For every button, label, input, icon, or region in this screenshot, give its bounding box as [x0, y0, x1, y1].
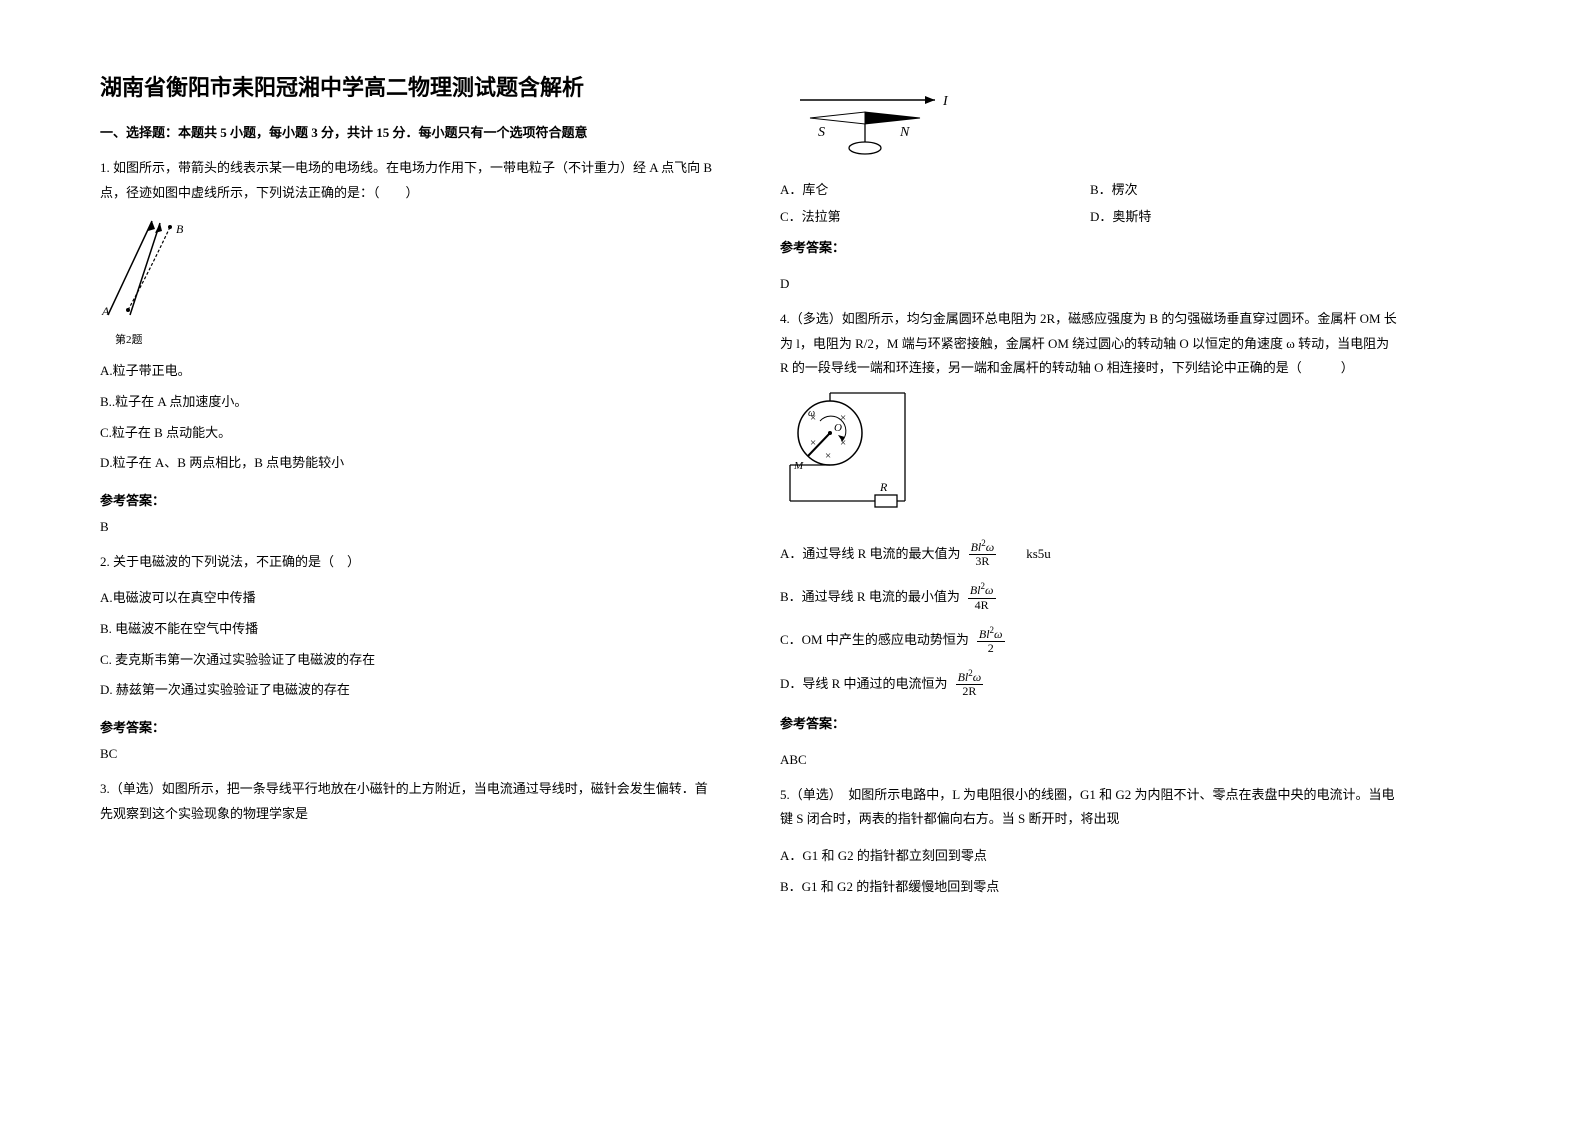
right-column: I S N A．库仑 B．楞次 C．法拉第 D．奥斯特 参考答案： D 4.（多… [780, 70, 1400, 903]
q1-opt-c: C.粒子在 B 点动能大。 [100, 419, 720, 448]
q4-opt-d: D．导线 R 中通过的电流恒为 Bl2ω 2R [780, 669, 1400, 698]
svg-text:O: O [834, 422, 842, 434]
q4c-fraction: Bl2ω 2 [977, 626, 1005, 655]
q4-opt-a: A．通过导线 R 电流的最大值为 Bl2ω 3R ks5u [780, 539, 1400, 568]
q4b-fraction: Bl2ω 4R [968, 582, 996, 611]
q4-text: 4.（多选）如图所示，均匀金属圆环总电阻为 2R，磁感应强度为 B 的匀强磁场垂… [780, 307, 1400, 381]
q2-text: 2. 关于电磁波的下列说法，不正确的是（ ） [100, 550, 720, 575]
q4-answer-label: 参考答案： [780, 713, 1400, 732]
q3-text: 3.（单选）如图所示，把一条导线平行地放在小磁针的上方附近，当电流通过导线时，磁… [100, 777, 720, 826]
q1-answer: B [100, 519, 720, 535]
q3-opt-b: B．楞次 [1090, 179, 1400, 198]
q1-figure: A B 第2题 [100, 215, 720, 347]
left-column: 湖南省衡阳市耒阳冠湘中学高二物理测试题含解析 一、选择题：本题共 5 小题，每小… [100, 70, 720, 903]
q4-svg: × × × × × O M ω R [780, 391, 930, 521]
svg-text:A: A [101, 304, 110, 318]
q1-caption: 第2题 [115, 331, 720, 347]
section-heading: 一、选择题：本题共 5 小题，每小题 3 分，共计 15 分．每小题只有一个选项… [100, 122, 720, 141]
q1-svg: A B [100, 215, 200, 325]
q4-answer: ABC [780, 752, 1400, 768]
q3-opt-c: C．法拉第 [780, 206, 1090, 225]
exam-page: 湖南省衡阳市耒阳冠湘中学高二物理测试题含解析 一、选择题：本题共 5 小题，每小… [0, 0, 1587, 943]
q4a-fraction: Bl2ω 3R [969, 539, 997, 568]
svg-text:I: I [942, 94, 949, 109]
q3-answer-label: 参考答案： [780, 237, 1400, 256]
q4d-fraction: Bl2ω 2R [956, 669, 984, 698]
q3-opt-a: A．库仑 [780, 179, 1090, 198]
q3-svg: I S N [780, 80, 970, 165]
svg-text:S: S [818, 125, 825, 140]
q2-answer: BC [100, 746, 720, 762]
q2-answer-label: 参考答案： [100, 717, 720, 736]
svg-text:B: B [176, 222, 184, 236]
q5-opt-b: B．G1 和 G2 的指针都缓慢地回到零点 [780, 873, 1400, 902]
svg-text:M: M [793, 460, 804, 472]
q5-opt-a: A．G1 和 G2 的指针都立刻回到零点 [780, 842, 1400, 871]
svg-text:ω: ω [808, 408, 815, 419]
q2-opt-a: A.电磁波可以在真空中传播 [100, 584, 720, 613]
q1-answer-label: 参考答案： [100, 490, 720, 509]
q2-opt-d: D. 赫兹第一次通过实验验证了电磁波的存在 [100, 676, 720, 705]
svg-text:R: R [879, 480, 888, 494]
q3-opt-d: D．奥斯特 [1090, 206, 1400, 225]
q4-opt-c: C．OM 中产生的感应电动势恒为 Bl2ω 2 [780, 626, 1400, 655]
q2-opt-b: B. 电磁波不能在空气中传播 [100, 615, 720, 644]
q1-text: 1. 如图所示，带箭头的线表示某一电场的电场线。在电场力作用下，一带电粒子（不计… [100, 156, 720, 205]
q3-figure: I S N [780, 80, 1400, 169]
q1-opt-d: D.粒子在 A、B 两点相比，B 点电势能较小 [100, 449, 720, 478]
doc-title: 湖南省衡阳市耒阳冠湘中学高二物理测试题含解析 [100, 70, 720, 102]
q3-options: A．库仑 B．楞次 C．法拉第 D．奥斯特 [780, 179, 1400, 225]
q4-opt-b: B．通过导线 R 电流的最小值为 Bl2ω 4R [780, 582, 1400, 611]
svg-text:×: × [825, 450, 831, 462]
q1-opt-a: A.粒子带正电。 [100, 357, 720, 386]
q5-text: 5.（单选） 如图所示电路中，L 为电阻很小的线圈，G1 和 G2 为内阻不计、… [780, 783, 1400, 832]
q4-figure: × × × × × O M ω R [780, 391, 1400, 525]
q1-opt-b: B..粒子在 A 点加速度小。 [100, 388, 720, 417]
q2-opt-c: C. 麦克斯韦第一次通过实验验证了电磁波的存在 [100, 646, 720, 675]
svg-text:N: N [899, 125, 910, 140]
q3-answer: D [780, 276, 1400, 292]
